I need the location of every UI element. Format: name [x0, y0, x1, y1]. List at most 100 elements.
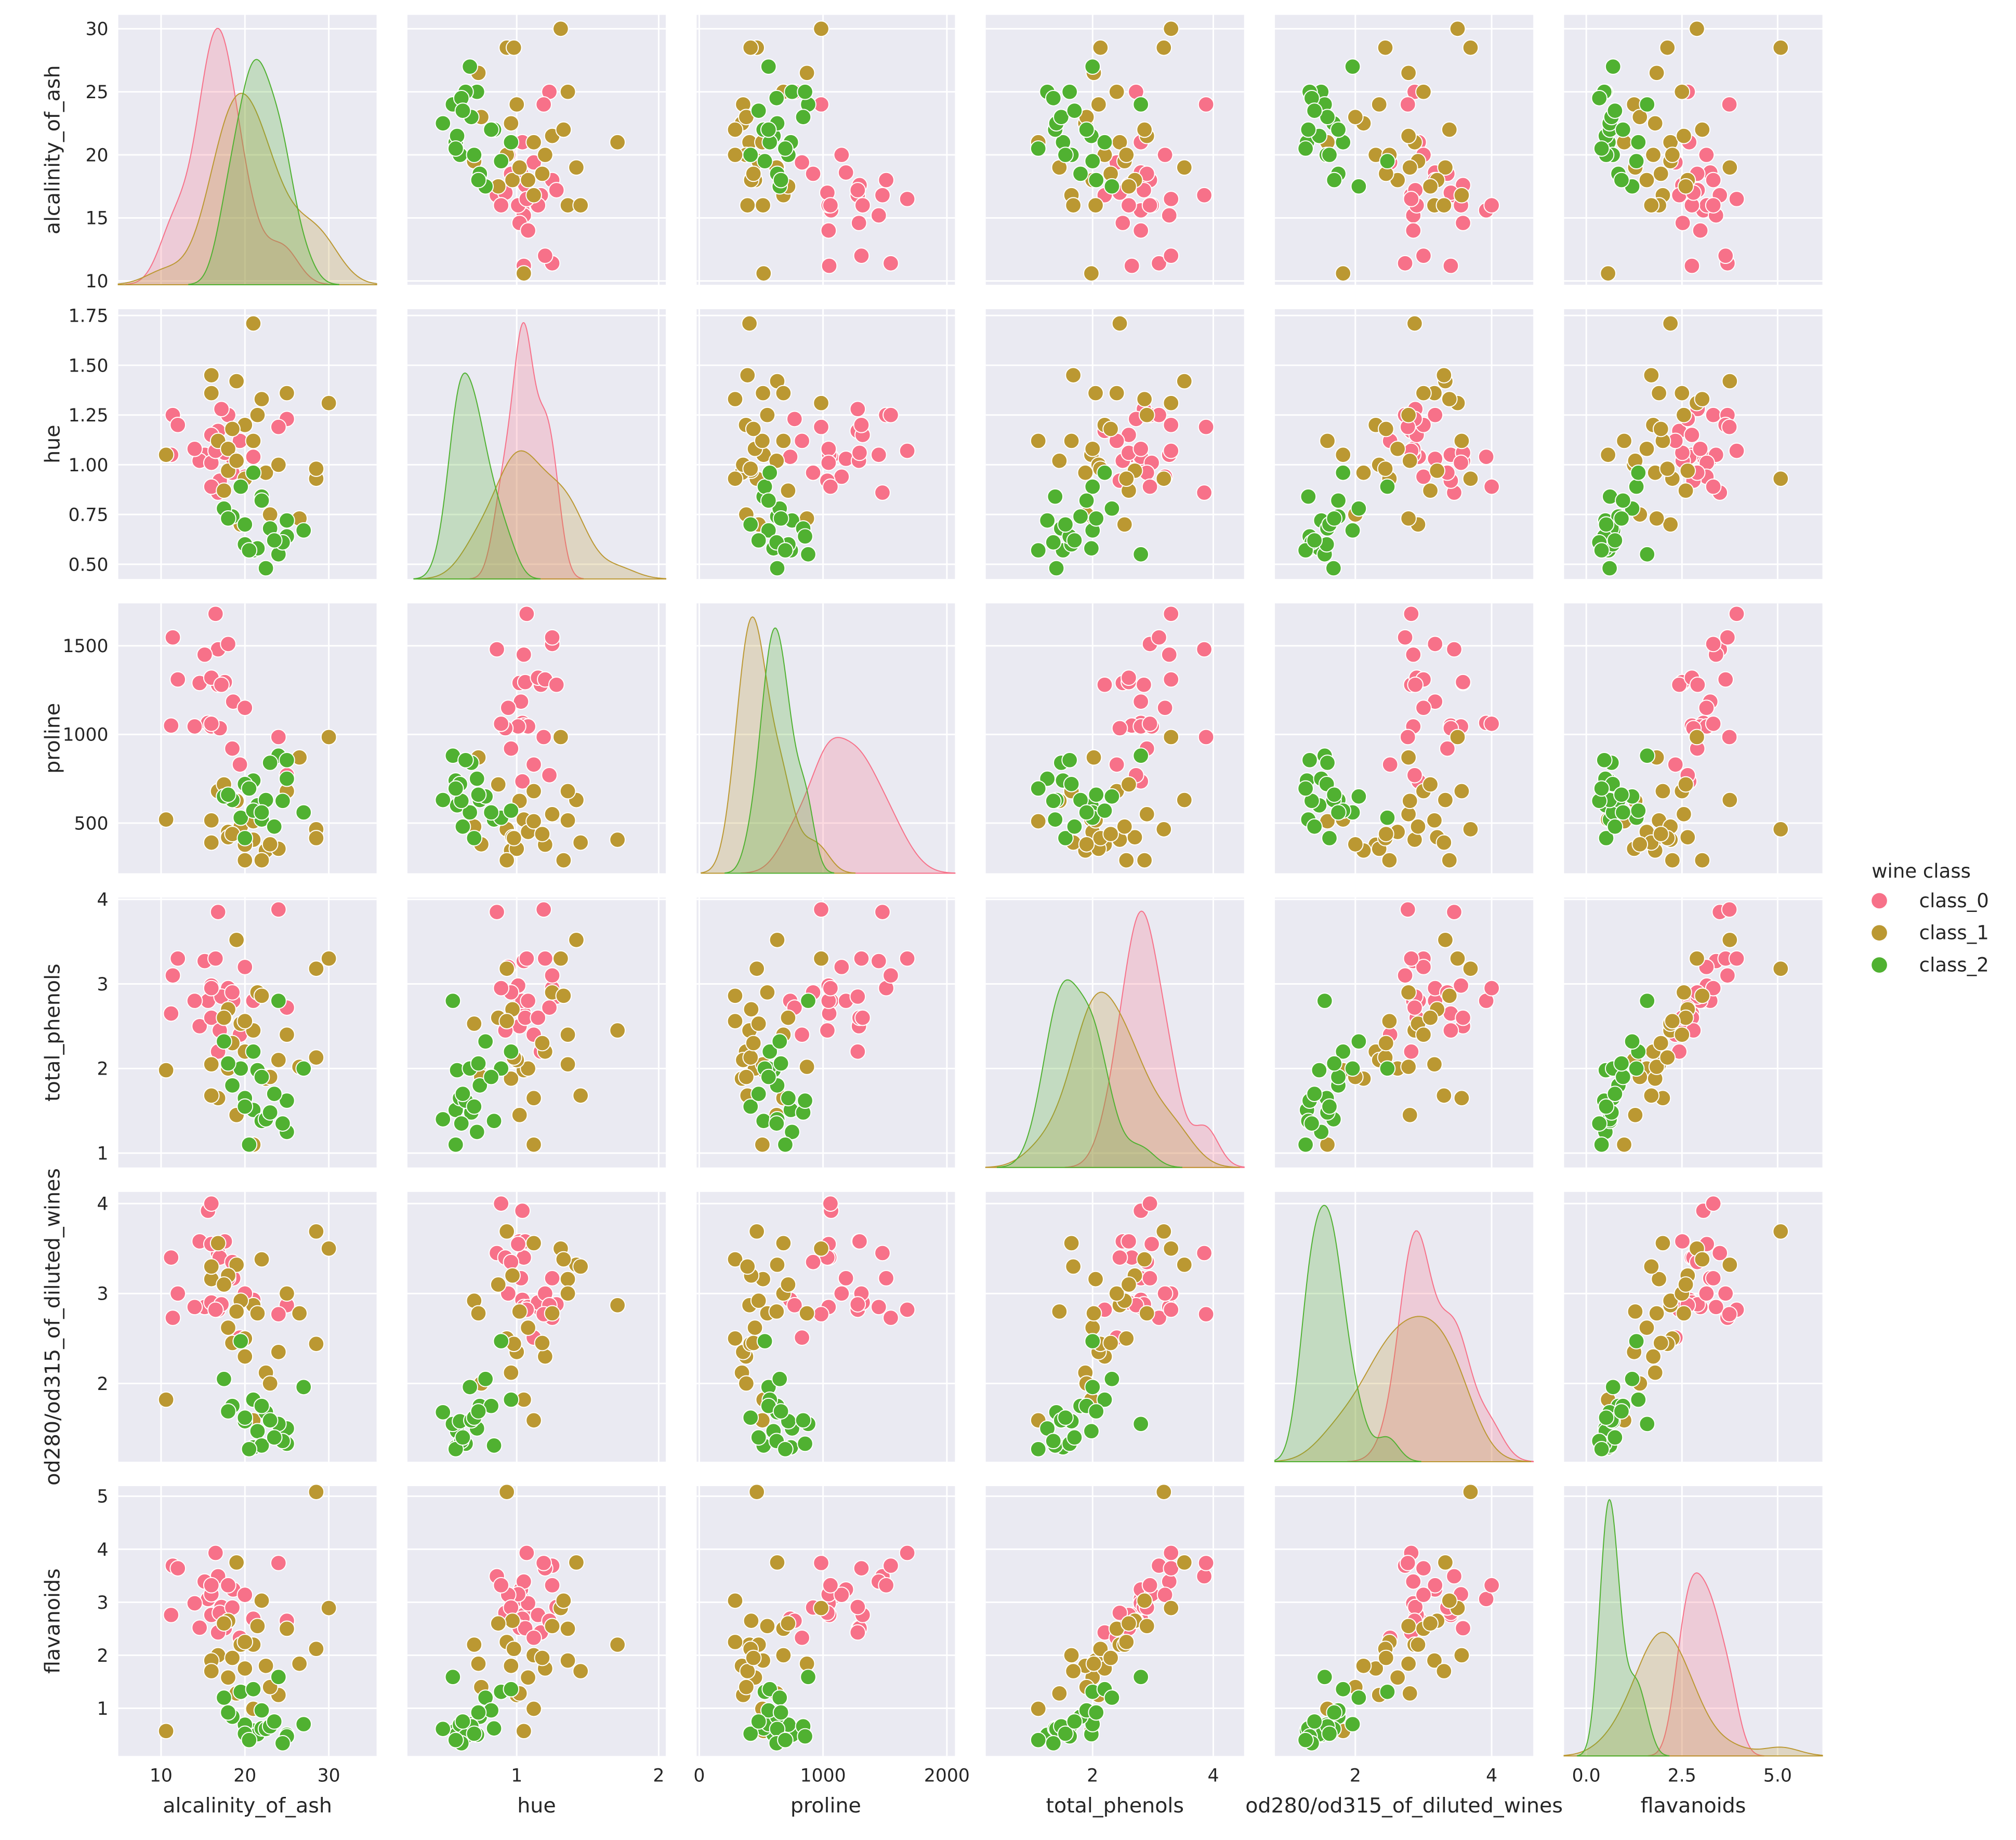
point-class_1	[609, 1636, 626, 1653]
point-class_2	[797, 1728, 813, 1745]
point-class_1	[1102, 1334, 1119, 1352]
point-class_1	[279, 1285, 295, 1302]
point-class_2	[245, 1043, 262, 1060]
point-class_1	[1065, 1663, 1082, 1679]
point-class_1	[1118, 147, 1135, 163]
point-class_1	[1677, 1009, 1694, 1026]
point-class_2	[1132, 1669, 1149, 1686]
point-class_1	[261, 1375, 279, 1392]
point-class_0	[1455, 1620, 1471, 1637]
point-class_2	[216, 1370, 232, 1387]
point-class_2	[1132, 96, 1149, 113]
point-class_0	[820, 440, 837, 457]
point-class_0	[1406, 766, 1423, 784]
point-class_1	[1772, 960, 1789, 977]
point-class_2	[1630, 134, 1647, 151]
point-class_1	[504, 1267, 521, 1284]
point-class_2	[750, 1086, 767, 1102]
point-class_1	[727, 1251, 744, 1268]
point-class_2	[1628, 153, 1645, 169]
panel-total-phenols-vs-flavanoids	[1564, 897, 1823, 1168]
point-class_1	[1155, 470, 1172, 487]
point-class_1	[1087, 197, 1104, 214]
point-class_1	[525, 1235, 542, 1252]
point-class_1	[291, 1305, 308, 1322]
point-class_2	[1047, 488, 1064, 505]
point-class_0	[1455, 215, 1471, 231]
point-class_2	[261, 1104, 279, 1121]
point-class_2	[261, 1412, 279, 1429]
point-class_2	[1103, 1689, 1121, 1706]
point-class_1	[1453, 187, 1470, 204]
point-class_0	[270, 1306, 287, 1322]
point-class_0	[878, 1270, 894, 1287]
panel-flavanoids-vs-proline	[696, 1484, 955, 1756]
point-class_2	[1350, 1689, 1367, 1706]
point-class_2	[760, 492, 777, 509]
point-class_1	[743, 1612, 760, 1629]
point-class_2	[772, 171, 789, 189]
point-class_2	[769, 560, 786, 577]
point-class_2	[295, 1060, 312, 1077]
legend-label-class-2: class_2	[1919, 954, 1989, 976]
point-class_0	[1728, 605, 1745, 623]
point-class_1	[1643, 367, 1660, 383]
point-class_1	[1377, 460, 1394, 477]
point-class_0	[1721, 96, 1738, 113]
point-class_1	[1674, 385, 1691, 402]
point-class_0	[1111, 1249, 1128, 1266]
point-class_2	[777, 1731, 794, 1749]
point-class_0	[1719, 629, 1736, 646]
point-class_1	[738, 1375, 755, 1392]
point-class_1	[1108, 83, 1125, 100]
point-class_2	[279, 751, 295, 769]
point-class_2	[1297, 1731, 1314, 1749]
point-class_2	[1088, 1403, 1105, 1420]
point-class_2	[777, 1136, 794, 1153]
point-class_1	[1087, 1270, 1104, 1288]
point-class_1	[1689, 950, 1705, 967]
point-class_1	[568, 1554, 585, 1571]
kde-class_1	[1563, 1632, 1823, 1757]
point-class_0	[849, 182, 866, 198]
point-class_1	[745, 165, 762, 182]
point-class_1	[746, 1319, 763, 1336]
panel-od280-od315-of-diluted-wines-vs-proline	[696, 1192, 955, 1462]
point-class_2	[1606, 532, 1624, 549]
x-tick-label: 2000	[924, 1766, 970, 1786]
point-class_2	[444, 992, 462, 1009]
point-class_0	[203, 979, 220, 997]
point-class_0	[899, 950, 916, 967]
point-class_1	[609, 1022, 626, 1039]
point-class_2	[216, 1033, 232, 1050]
point-class_1	[257, 1658, 274, 1674]
point-class_1	[498, 1013, 515, 1029]
y-tick-label: 2	[97, 1059, 109, 1080]
point-class_0	[493, 716, 510, 732]
point-class_1	[253, 852, 270, 869]
point-class_2	[1084, 58, 1101, 75]
point-class_2	[1045, 1735, 1062, 1752]
point-class_0	[1692, 222, 1709, 239]
point-class_1	[1400, 749, 1417, 766]
panel-background	[1275, 15, 1534, 285]
panel-background	[696, 603, 955, 873]
point-class_1	[1422, 1009, 1439, 1026]
point-class_0	[220, 1577, 236, 1594]
point-class_1	[308, 460, 325, 477]
point-class_1	[1030, 432, 1047, 449]
point-class_1	[1415, 83, 1432, 100]
point-class_1	[216, 482, 232, 499]
point-class_2	[447, 1136, 464, 1153]
point-class_0	[489, 904, 505, 920]
point-class_0	[1415, 1560, 1432, 1577]
point-class_1	[236, 1660, 254, 1677]
point-class_0	[1196, 1245, 1213, 1262]
point-class_1	[525, 1090, 542, 1107]
point-class_0	[186, 1299, 203, 1316]
point-class_1	[320, 950, 337, 967]
point-class_1	[1083, 265, 1100, 282]
point-class_2	[761, 1043, 778, 1060]
point-class_1	[1400, 406, 1417, 423]
point-class_1	[1648, 64, 1665, 82]
